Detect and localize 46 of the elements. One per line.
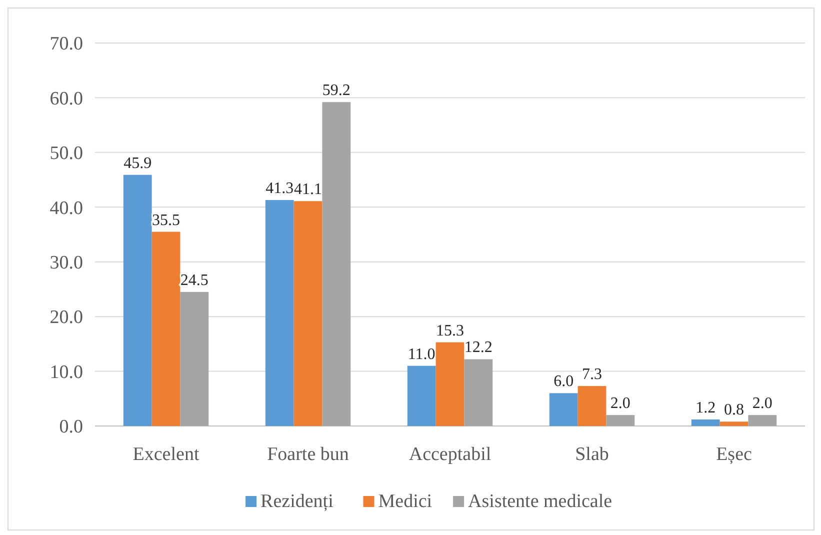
x-tick-label: Acceptabil <box>408 444 492 465</box>
bar <box>606 415 635 426</box>
y-tick-label: 40.0 <box>50 198 83 219</box>
y-tick-label: 50.0 <box>50 143 83 164</box>
bar <box>180 292 209 426</box>
y-tick-label: 0.0 <box>59 416 83 438</box>
bar <box>407 366 436 426</box>
legend-label: Medici <box>378 491 432 512</box>
bar <box>748 415 777 426</box>
bar <box>464 359 493 426</box>
bar <box>265 200 294 426</box>
bar <box>152 232 180 426</box>
bar <box>549 393 578 426</box>
legend-label: Asistente medicale <box>468 491 612 512</box>
data-label: 35.5 <box>152 212 180 229</box>
x-tick-label: Foarte bun <box>267 444 350 465</box>
data-label: 7.3 <box>582 366 602 384</box>
legend-label: Rezidenți <box>260 491 334 512</box>
bar <box>578 386 606 426</box>
x-tick-label: Eșec <box>716 444 752 465</box>
data-label: 11.0 <box>408 346 436 363</box>
y-tick-label: 20.0 <box>50 307 83 328</box>
bar <box>720 422 748 426</box>
x-tick-label: Excelent <box>132 444 200 465</box>
data-label: 12.2 <box>464 339 492 356</box>
data-label: 15.3 <box>436 322 464 340</box>
data-label: 45.9 <box>124 154 152 172</box>
data-label: 59.2 <box>322 82 350 100</box>
bar <box>691 419 720 426</box>
bar <box>123 174 152 426</box>
data-label: 1.2 <box>696 399 716 416</box>
y-tick-label: 10.0 <box>50 362 83 383</box>
data-label: 41.3 <box>266 180 294 198</box>
bar <box>322 102 351 426</box>
y-tick-label: 30.0 <box>50 252 83 274</box>
data-label: 6.0 <box>554 373 574 390</box>
data-label: 0.8 <box>724 402 744 419</box>
bar <box>436 342 464 426</box>
y-tick-label: 70.0 <box>50 34 83 55</box>
x-tick-label: Slab <box>575 444 609 465</box>
data-label: 2.0 <box>752 395 772 412</box>
data-label: 2.0 <box>610 395 630 412</box>
bar <box>294 201 322 426</box>
y-tick-label: 60.0 <box>50 88 83 110</box>
data-label: 24.5 <box>180 272 208 289</box>
data-label: 41.1 <box>294 181 322 198</box>
